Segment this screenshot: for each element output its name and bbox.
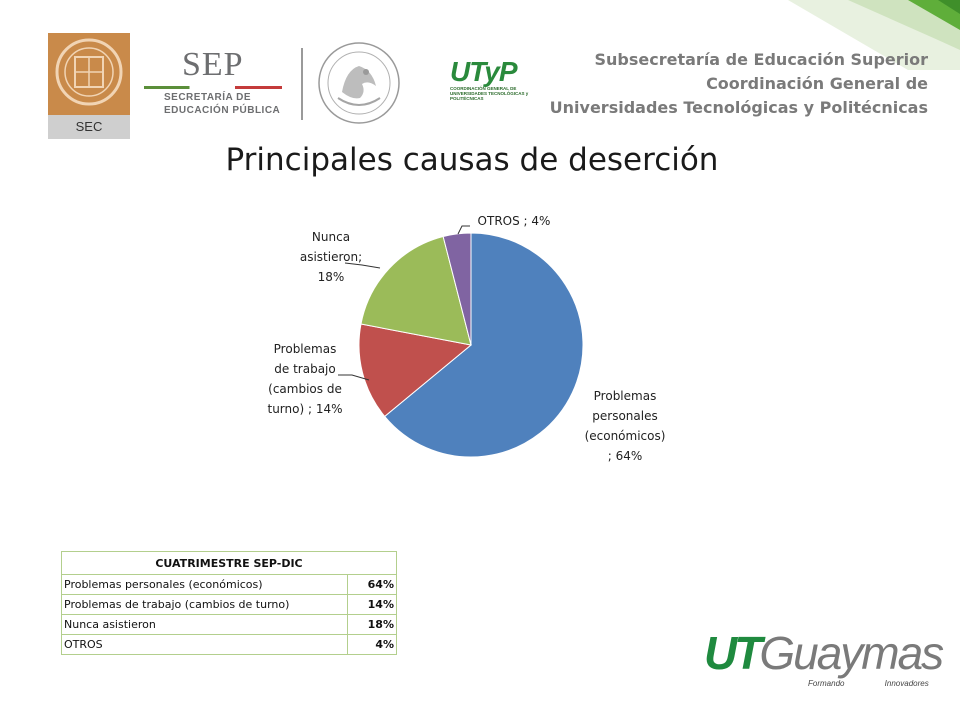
slice-label: Problemas personales (económicos); 64%: [585, 389, 666, 463]
national-seal-icon: [318, 42, 400, 124]
ut-guaymas-logo: UTGuaymas Formando Innovadores: [704, 624, 960, 690]
ut-wordmark-part1: UT: [704, 627, 762, 679]
slice-label: Problemas de trabajo (cambios de turno) ; 1…: [267, 342, 342, 416]
institution-header: Subsecretaría de Educación Superior Coor…: [550, 48, 928, 120]
ut-guaymas-wordmark: UTGuaymas: [704, 624, 960, 682]
table-header: CUATRIMESTRE SEP-DIC: [61, 551, 397, 575]
corner-decoration: [788, 0, 960, 70]
table-cell-label: Nunca asistieron: [61, 614, 348, 635]
slice-label: OTROS ; 4%: [478, 214, 551, 228]
sec-seal-icon: [55, 38, 123, 106]
utp-title: UTyP: [450, 56, 518, 87]
header-line-1: Subsecretaría de Educación Superior: [594, 50, 928, 69]
table-row: Problemas de trabajo (cambios de turno) …: [61, 594, 397, 615]
sep-logo: SEP SECRETARÍA DE EDUCACIÓN PÚBLICA: [142, 46, 287, 122]
leader-line: [457, 225, 470, 235]
leader-line: [344, 262, 381, 269]
header-line-3: Universidades Tecnológicas y Politécnica…: [549, 98, 928, 117]
data-table: CUATRIMESTRE SEP-DIC Problemas personale…: [61, 551, 397, 655]
table-cell-value: 4%: [347, 634, 397, 655]
sep-tricolor-rule: [144, 86, 282, 89]
table-cell-label: Problemas personales (económicos): [61, 574, 348, 595]
table-row: Nunca asistieron 18%: [61, 614, 397, 635]
pie-slice: [442, 232, 472, 346]
slice-label: Nunca asistieron; 18%: [300, 230, 362, 284]
table-row: OTROS 4%: [61, 634, 397, 655]
table-cell-label: Problemas de trabajo (cambios de turno): [61, 594, 348, 615]
table-header-row: CUATRIMESTRE SEP-DIC: [61, 551, 397, 575]
pie-slice: [383, 232, 584, 458]
sep-line-1: SECRETARÍA DE: [164, 92, 252, 103]
sec-label: SEC: [48, 115, 130, 139]
table-cell-label: OTROS: [61, 634, 348, 655]
table-cell-value: 64%: [347, 574, 397, 595]
ut-wordmark-part2: Guaymas: [759, 627, 944, 679]
sec-logo: SEC: [48, 33, 130, 139]
table-cell-value: 18%: [347, 614, 397, 635]
sep-line-2: EDUCACIÓN PÚBLICA: [164, 105, 281, 116]
ut-tagline: Formando Innovadores: [808, 679, 929, 688]
utp-subtitle: COORDINACIÓN GENERAL DE UNIVERSIDADES TE…: [450, 86, 529, 101]
pie-slice: [360, 235, 472, 346]
utp-logo: UTyP COORDINACIÓN GENERAL DE UNIVERSIDAD…: [450, 58, 530, 108]
table-cell-value: 14%: [347, 594, 397, 615]
table-row: Problemas personales (económicos) 64%: [61, 574, 397, 595]
logo-divider: [301, 48, 303, 120]
sep-title: SEP: [182, 46, 244, 83]
leader-line: [338, 374, 370, 381]
pie-slice: [358, 323, 473, 418]
header-line-2: Coordinación General de: [706, 74, 928, 93]
slide-title: Principales causas de deserción: [225, 142, 719, 178]
